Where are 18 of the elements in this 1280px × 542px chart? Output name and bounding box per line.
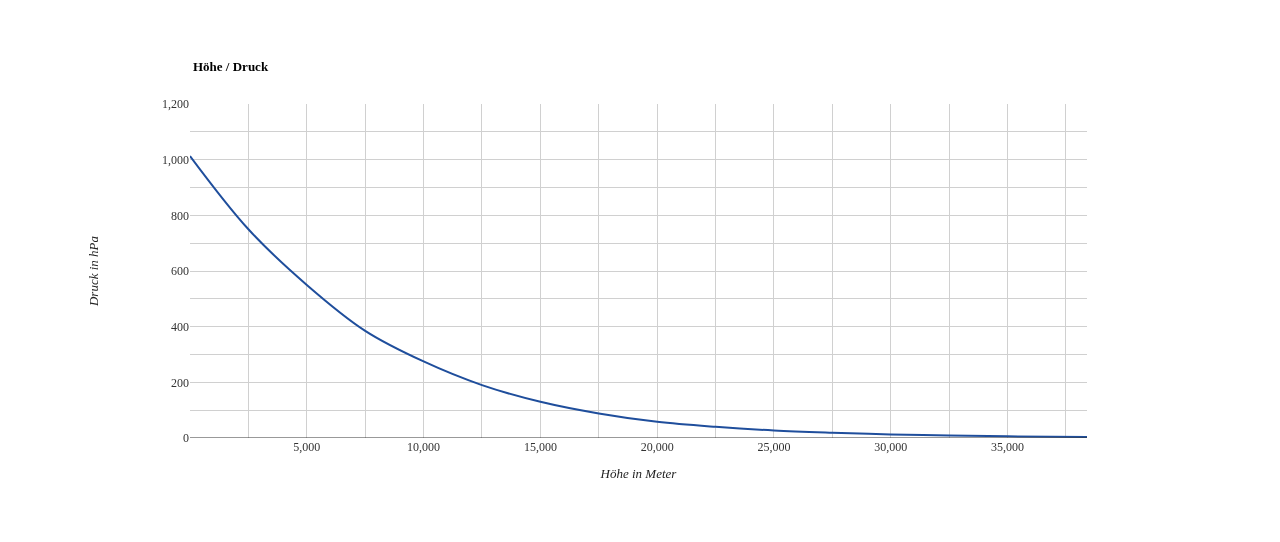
y-tick-label: 600 [171, 264, 189, 279]
x-tick-label: 35,000 [991, 440, 1025, 454]
y-tick-label: 400 [171, 319, 189, 334]
x-tick-label: 20,000 [640, 440, 674, 454]
y-axis-title: Druck in hPa [85, 235, 101, 308]
y-tick-label: 1,200 [162, 97, 189, 112]
x-tick-label: 30,000 [874, 440, 908, 454]
x-tick-label: 10,000 [407, 440, 441, 454]
y-tick-label: 200 [171, 375, 189, 390]
x-tick-label: 25,000 [757, 440, 791, 454]
x-tick-label: 5,000 [293, 440, 321, 454]
y-tick-label: 800 [171, 208, 189, 223]
x-axis-title: Höhe in Meter [599, 465, 678, 481]
y-tick-label: 1,000 [162, 152, 189, 167]
chart-title: Höhe / Druck [193, 59, 269, 75]
y-tick-label: 0 [183, 431, 189, 446]
line-series [190, 155, 1087, 438]
x-tick-label: 15,000 [523, 440, 557, 454]
